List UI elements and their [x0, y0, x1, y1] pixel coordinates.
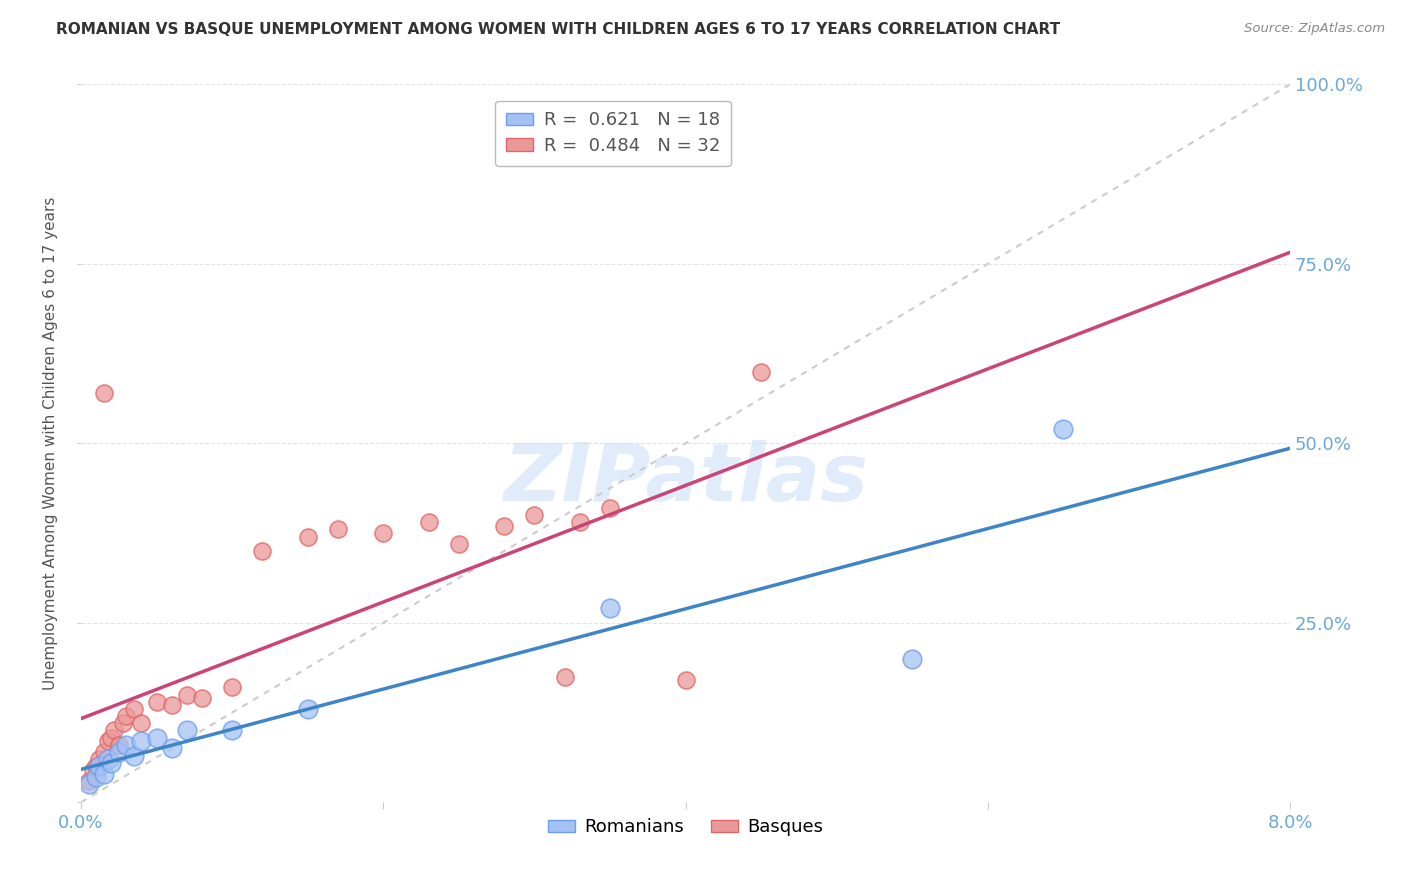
Point [77, 777, 100, 791]
Point [122, 702, 145, 716]
Point [145, 695, 167, 709]
Point [84, 759, 107, 773]
Legend: Romanians, Basques: Romanians, Basques [541, 811, 831, 844]
Point [568, 516, 591, 530]
Point [89, 759, 111, 773]
Point [297, 530, 319, 544]
Point [901, 651, 924, 665]
Point [675, 673, 697, 688]
Point [112, 716, 135, 731]
Point [160, 741, 183, 756]
Point [160, 698, 183, 713]
Point [326, 523, 349, 537]
Point [93, 386, 115, 401]
Point [89, 752, 111, 766]
Point [145, 731, 167, 745]
Point [221, 681, 243, 695]
Point [131, 716, 153, 731]
Point [599, 500, 621, 515]
Point [176, 723, 198, 738]
Point [84, 770, 107, 784]
Point [93, 766, 115, 780]
Point [494, 519, 516, 533]
Point [108, 745, 131, 759]
Point [97, 752, 120, 766]
Point [447, 537, 470, 551]
Point [749, 365, 772, 379]
Point [77, 773, 100, 788]
Text: ZIPatlas: ZIPatlas [503, 441, 868, 518]
Text: Source: ZipAtlas.com: Source: ZipAtlas.com [1244, 22, 1385, 36]
Point [82, 763, 104, 777]
Point [97, 734, 120, 748]
Point [191, 691, 214, 706]
Y-axis label: Unemployment Among Women with Children Ages 6 to 17 years: Unemployment Among Women with Children A… [44, 196, 58, 690]
Point [373, 526, 395, 541]
Point [103, 723, 125, 738]
Point [100, 731, 122, 745]
Point [418, 516, 440, 530]
Point [100, 756, 122, 770]
Point [176, 688, 198, 702]
Point [93, 745, 115, 759]
Point [221, 723, 243, 738]
Point [108, 738, 131, 752]
Point [252, 544, 274, 558]
Point [1052, 422, 1074, 436]
Point [122, 748, 145, 763]
Point [297, 702, 319, 716]
Text: ROMANIAN VS BASQUE UNEMPLOYMENT AMONG WOMEN WITH CHILDREN AGES 6 TO 17 YEARS COR: ROMANIAN VS BASQUE UNEMPLOYMENT AMONG WO… [56, 22, 1060, 37]
Point [554, 670, 576, 684]
Point [599, 601, 621, 615]
Point [131, 734, 153, 748]
Point [115, 709, 138, 723]
Point [115, 738, 138, 752]
Point [523, 508, 546, 523]
